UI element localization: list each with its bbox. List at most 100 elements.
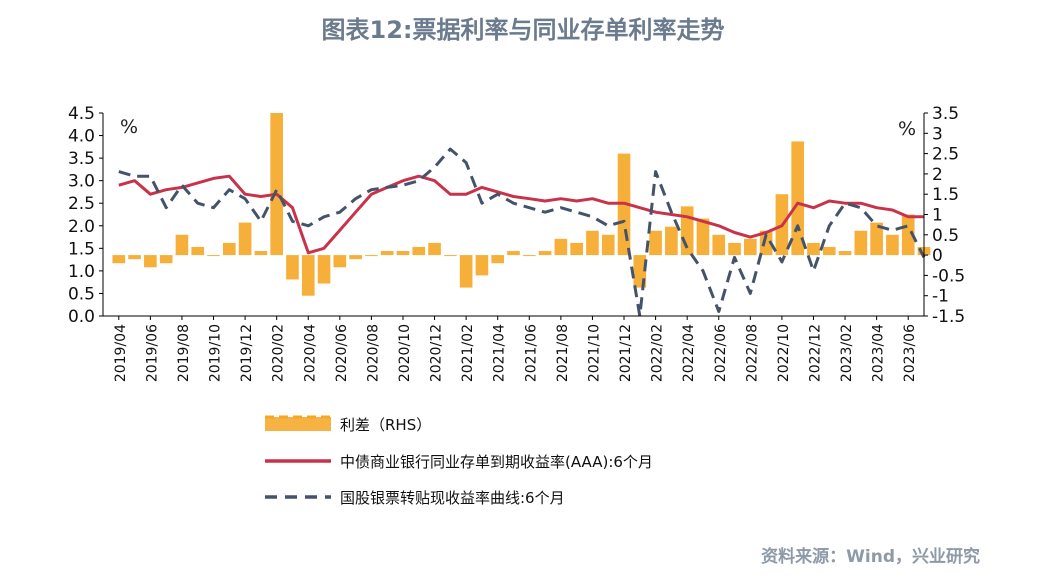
right-tick-label: -0.5 — [932, 266, 965, 286]
x-tick-label: 2021/12 — [618, 324, 634, 382]
x-tick-label: 2020/06 — [334, 324, 350, 382]
x-tick-label: 2022/04 — [681, 324, 697, 382]
left-tick-label: 3.5 — [68, 149, 95, 169]
x-axis: 2019/04 2019/06 2019/08 2019/10 2019/12 2020/… — [103, 315, 924, 382]
left-tick-label: 3.0 — [68, 172, 95, 192]
x-tick-label: 2019/12 — [239, 324, 255, 382]
spread-bar — [396, 251, 410, 256]
spread-bar — [712, 234, 726, 256]
spread-bar — [222, 242, 236, 256]
spread-bar — [570, 242, 583, 256]
spread-bar — [854, 230, 868, 256]
source-note: 资料来源：Wind，兴业研究 — [761, 546, 980, 567]
x-tick-label: 2022/10 — [776, 324, 792, 382]
right-tick-label: 2 — [932, 165, 943, 185]
x-tick-label: 2020/12 — [429, 324, 445, 382]
left-tick-label: 2.5 — [68, 194, 95, 214]
spread-bar — [522, 255, 536, 257]
x-tick-label: 2022/12 — [807, 324, 823, 382]
left-axis-unit: % — [120, 116, 138, 138]
left-tick-label: 1.0 — [68, 262, 95, 282]
left-tick-label: 0.5 — [68, 284, 95, 304]
left-tick-label: 4.0 — [68, 127, 95, 147]
spread-bar — [475, 255, 489, 276]
spread-bar — [112, 255, 126, 264]
x-tick-label: 2021/10 — [586, 324, 602, 382]
spread-bar — [696, 218, 710, 256]
spread-bar — [886, 234, 899, 256]
left-tick-label: 4.5 — [68, 104, 95, 124]
legend-label-cd-rate: 中债商业银行同业存单到期收益率(AAA):6个月 — [340, 453, 653, 471]
spread-bar — [744, 238, 757, 256]
spread-bar — [759, 230, 773, 256]
right-tick-label: 3 — [932, 124, 943, 144]
spread-bar — [270, 113, 283, 256]
x-tick-label: 2020/10 — [397, 324, 413, 382]
spread-bar — [665, 226, 678, 256]
legend-item-spread: 利差（RHS） — [265, 415, 431, 434]
spread-bar — [444, 255, 457, 257]
legend-label-bill-rate: 国股银票转贴现收益率曲线:6个月 — [340, 489, 565, 507]
x-tick-label: 2022/08 — [744, 324, 760, 382]
spread-bar — [380, 251, 394, 256]
spread-bar — [554, 238, 568, 256]
spread-bar — [491, 255, 505, 264]
x-tick-label: 2021/02 — [460, 324, 476, 382]
legend-item-bill-rate: 国股银票转贴现收益率曲线:6个月 — [265, 489, 565, 507]
spread-bar — [254, 251, 268, 256]
spread-bar — [822, 246, 836, 256]
x-tick-label: 2020/04 — [302, 324, 318, 382]
spread-bar — [191, 246, 205, 256]
spread-bar — [238, 222, 252, 256]
x-tick-label: 2020/02 — [271, 324, 287, 382]
left-tick-label: 1.5 — [68, 239, 95, 259]
x-tick-label: 2023/04 — [871, 324, 887, 382]
right-tick-label: -1 — [932, 287, 949, 307]
right-tick-label: 2.5 — [932, 145, 959, 165]
spread-bar — [333, 255, 347, 268]
x-tick-label: 2022/02 — [650, 324, 666, 382]
spread-bar — [144, 255, 157, 268]
right-tick-label: 0.5 — [932, 226, 959, 246]
x-tick-label: 2019/08 — [176, 324, 192, 382]
right-tick-label: 0 — [932, 246, 943, 266]
spread-bar — [301, 255, 315, 296]
plot-area — [112, 113, 931, 318]
right-tick-label: 3.5 — [932, 104, 959, 124]
spread-bar — [586, 230, 599, 256]
x-tick-label: 2019/06 — [144, 324, 160, 382]
right-axis: -1.5-1-0.500.511.522.533.5 — [923, 104, 965, 327]
spread-bar — [538, 251, 552, 256]
spread-bar — [428, 242, 441, 256]
bill-rate-line — [118, 147, 926, 318]
spread-bar — [128, 255, 141, 260]
cd-rate-line — [118, 174, 924, 255]
right-tick-label: 1.5 — [932, 185, 959, 205]
x-tick-label: 2022/06 — [713, 324, 729, 382]
x-tick-label: 2019/04 — [113, 324, 129, 382]
spread-bar — [286, 255, 299, 280]
spread-bar — [317, 255, 331, 284]
right-tick-label: 1 — [932, 206, 943, 226]
x-tick-label: 2020/08 — [365, 324, 381, 382]
spread-bar — [175, 234, 189, 256]
chart-title: 图表12:票据利率与同业存单利率走势 — [322, 16, 725, 44]
x-tick-label: 2019/10 — [208, 324, 224, 382]
spread-bar — [349, 255, 362, 260]
spread-bar — [649, 230, 662, 256]
spread-bar — [807, 242, 820, 256]
right-tick-label: -1.5 — [932, 307, 965, 327]
left-axis: 0.0 0.51.0 1.52.0 2.53.0 3.54.0 4.5 — [68, 104, 104, 327]
spread-bar — [870, 222, 883, 256]
spread-bar — [412, 246, 426, 256]
x-tick-label: 2023/02 — [839, 324, 855, 382]
legend-item-cd-rate: 中债商业银行同业存单到期收益率(AAA):6个月 — [265, 453, 653, 471]
x-tick-label: 2021/06 — [523, 324, 539, 382]
spread-bar — [838, 251, 852, 256]
spread-bar — [159, 255, 173, 264]
spread-bar — [601, 234, 615, 256]
left-tick-label: 0.0 — [68, 307, 95, 327]
legend-label-spread: 利差（RHS） — [340, 416, 431, 434]
spread-bar — [365, 255, 378, 257]
